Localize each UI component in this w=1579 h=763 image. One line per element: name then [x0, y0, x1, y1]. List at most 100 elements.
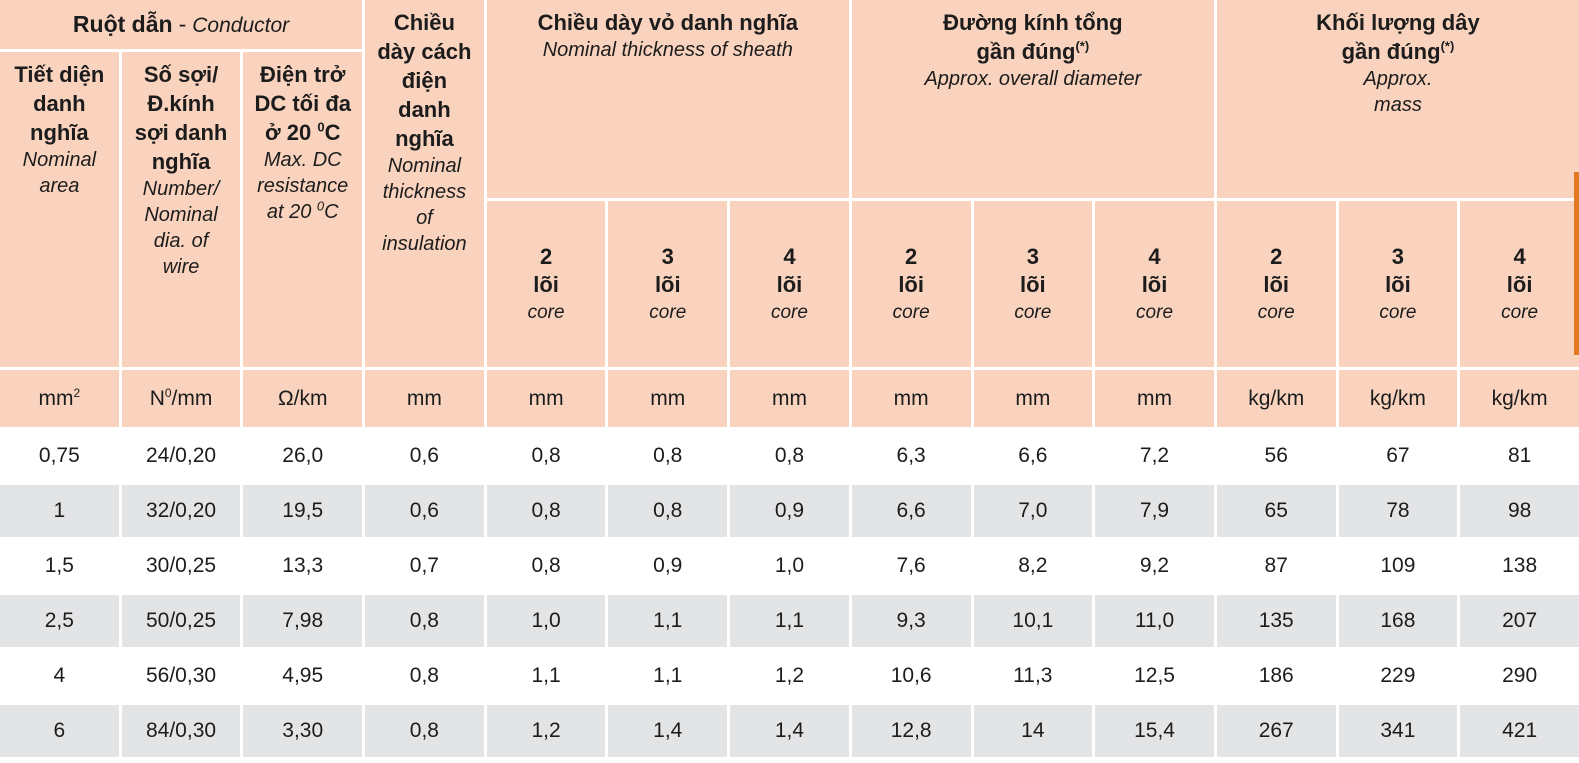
data-cell: 0,8 [486, 485, 606, 537]
nominal-area-label-vi: Tiết diện danh nghĩa [14, 62, 105, 146]
unit-cell: mm2 [0, 370, 119, 427]
core-label-vi: lõi [533, 272, 559, 298]
core-header-sheath-4: 4 lõi core [730, 201, 849, 367]
core-count: 4 [1148, 243, 1161, 269]
conductor-separator: - [178, 11, 187, 37]
core-count: 3 [661, 243, 674, 269]
data-cell: 19,5 [243, 485, 363, 537]
data-cell: 78 [1338, 485, 1458, 537]
core-header-mass-2: 2 lõi core [1216, 201, 1336, 367]
group-header-sheath: Chiều dày vỏ danh nghĩa Nominal thicknes… [486, 0, 849, 198]
conductor-label-en: Conductor [192, 14, 290, 37]
data-cell: 6,3 [851, 430, 971, 482]
unit-cell: Ω/km [243, 370, 363, 427]
data-cell: 50/0,25 [121, 595, 241, 647]
core-label-en: core [1257, 301, 1295, 323]
core-label-vi: lõi [1020, 272, 1046, 298]
mass-label-vi: Khối lượng dây gần đúng(*) [1316, 10, 1480, 65]
unit-cell: mm [1095, 370, 1214, 427]
data-cell: 56/0,30 [121, 650, 241, 702]
data-cell: 0,9 [730, 485, 849, 537]
data-cell: 229 [1338, 650, 1458, 702]
data-cell: 13,3 [243, 540, 363, 592]
table-row: 0,75 24/0,20 26,0 0,6 0,8 0,8 0,8 6,3 6,6 7,2 56 67… [0, 430, 1579, 482]
data-cell: 1 [0, 485, 119, 537]
mass-label-en: Approx. mass [1363, 68, 1433, 117]
core-header-diameter-3: 3 lõi core [973, 201, 1093, 367]
data-cell: 421 [1460, 705, 1579, 757]
data-cell: 135 [1216, 595, 1336, 647]
units-row: mm2 N0/mm Ω/km mm mm mm mm mm mm mm kg/km kg/km kg/k… [0, 370, 1579, 427]
core-header-diameter-4: 4 lõi core [1095, 201, 1214, 367]
table-row: 4 56/0,30 4,95 0,8 1,1 1,1 1,2 10,6 11,3 12,5 186 2… [0, 650, 1579, 702]
data-cell: 84/0,30 [121, 705, 241, 757]
unit-cell: mm [486, 370, 606, 427]
data-cell: 0,9 [608, 540, 728, 592]
core-label-en: core [770, 301, 808, 323]
data-cell: 1,2 [486, 705, 606, 757]
dc-resistance-label-en: Max. DC resistance at 20 0C [257, 149, 349, 224]
core-label-en: core [1014, 301, 1052, 323]
data-cell: 14 [973, 705, 1093, 757]
core-count: 3 [1026, 243, 1039, 269]
data-cell: 341 [1338, 705, 1458, 757]
data-cell: 4,95 [243, 650, 363, 702]
insulation-label-vi: Chiều dày cách điện danh nghĩa [377, 10, 472, 152]
core-header-mass-4: 4 lõi core [1460, 201, 1579, 367]
core-header-sheath-2: 2 lõi core [486, 201, 606, 367]
data-cell: 1,1 [730, 595, 849, 647]
data-cell: 0,6 [365, 430, 484, 482]
data-cell: 9,3 [851, 595, 971, 647]
group-header-mass: Khối lượng dây gần đúng(*) Approx. mass [1216, 0, 1579, 198]
unit-cell: mm [973, 370, 1093, 427]
data-cell: 7,2 [1095, 430, 1214, 482]
data-cell: 186 [1216, 650, 1336, 702]
page-edge-bar [1574, 172, 1579, 355]
data-cell: 0,8 [486, 540, 606, 592]
sub-header-row: Tiết diện danh nghĩa Nominal area Số sợi/Đ.… [0, 52, 1579, 367]
unit-cell: mm [851, 370, 971, 427]
conductor-label-vi: Ruột dẫn [72, 11, 173, 37]
diameter-label-vi: Đường kính tổng gần đúng(*) [943, 10, 1123, 65]
data-cell: 109 [1338, 540, 1458, 592]
data-cell: 1,1 [608, 595, 728, 647]
data-cell: 98 [1460, 485, 1579, 537]
core-header-mass-3: 3 lõi core [1338, 201, 1458, 367]
group-header-conductor: Ruột dẫn - Conductor [0, 0, 363, 49]
unit-cell: N0/mm [121, 370, 241, 427]
data-cell: 9,2 [1095, 540, 1214, 592]
core-count: 3 [1391, 243, 1405, 269]
number-dia-label-en: Number/Nominal dia. of wire [142, 178, 220, 279]
data-cell: 10,1 [973, 595, 1093, 647]
core-header-sheath-3: 3 lõi core [608, 201, 728, 367]
data-cell: 1,0 [730, 540, 849, 592]
data-cell: 6,6 [973, 430, 1093, 482]
core-count: 4 [1513, 243, 1526, 269]
data-cell: 24/0,20 [121, 430, 241, 482]
core-label-en: core [1136, 301, 1174, 323]
core-label-en: core [649, 301, 687, 323]
data-cell: 3,30 [243, 705, 363, 757]
data-cell: 10,6 [851, 650, 971, 702]
data-cell: 1,0 [486, 595, 606, 647]
table-row: 1,5 30/0,25 13,3 0,7 0,8 0,9 1,0 7,6 8,2 9,2 87 109… [0, 540, 1579, 592]
data-cell: 8,2 [973, 540, 1093, 592]
sheath-label-en: Nominal thickness of sheath [542, 39, 793, 62]
data-cell: 65 [1216, 485, 1336, 537]
core-header-diameter-2: 2 lõi core [851, 201, 971, 367]
data-cell: 56 [1216, 430, 1336, 482]
data-cell: 4 [0, 650, 119, 702]
unit-cell: kg/km [1338, 370, 1458, 427]
data-cell: 11,3 [973, 650, 1093, 702]
core-label-vi: lõi [776, 272, 803, 298]
core-label-vi: lõi [1506, 272, 1533, 298]
core-label-vi: lõi [1385, 272, 1411, 298]
core-label-en: core [527, 301, 565, 323]
sheath-label-vi: Chiều dày vỏ danh nghĩa [537, 10, 798, 35]
col-header-number-dia: Số sợi/Đ.kính sợi danh nghĩa Number/Nomina… [121, 52, 241, 367]
nominal-area-label-en: Nominal area [22, 149, 97, 198]
core-count: 4 [783, 243, 796, 269]
data-cell: 12,5 [1095, 650, 1214, 702]
data-cell: 7,0 [973, 485, 1093, 537]
core-label-en: core [892, 301, 930, 323]
